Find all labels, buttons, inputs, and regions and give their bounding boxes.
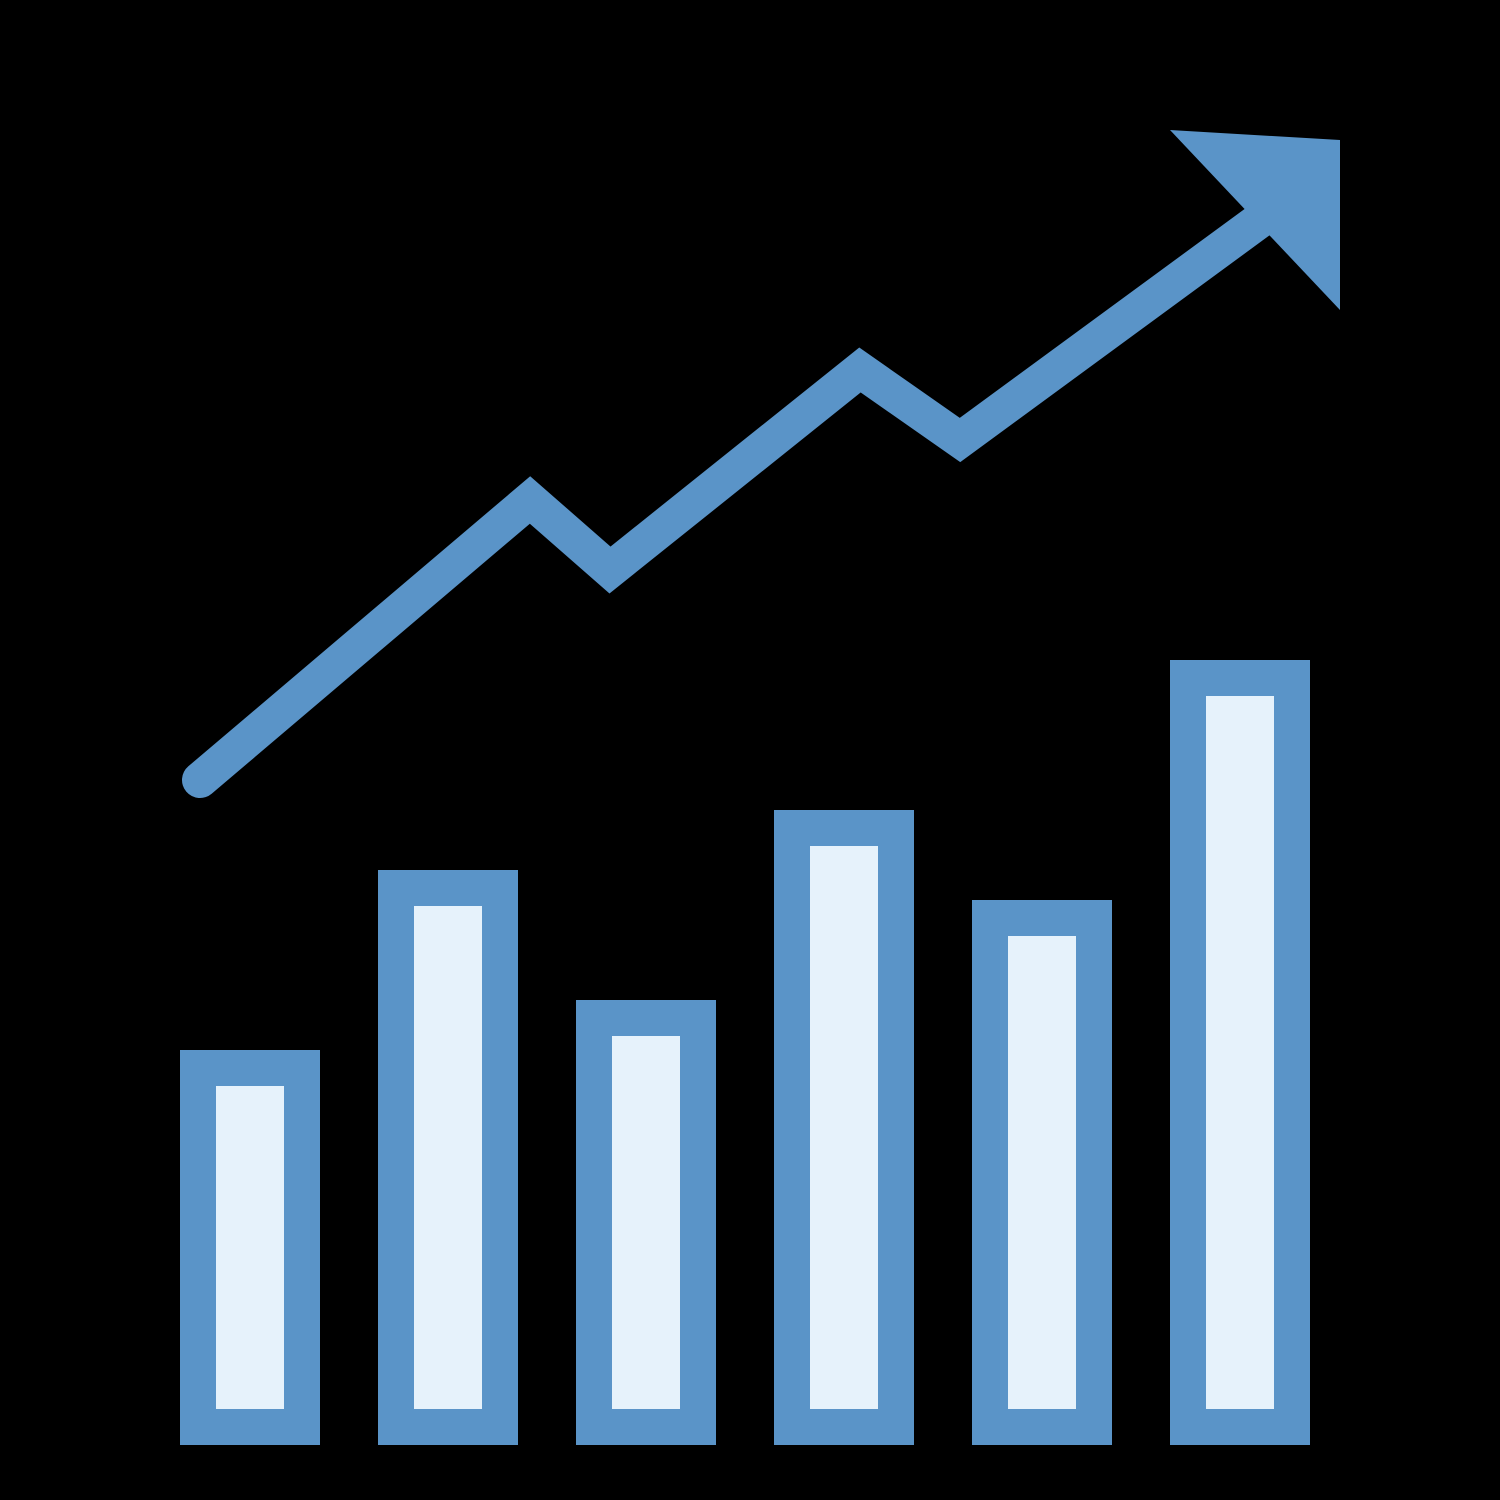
bar-5	[990, 918, 1094, 1427]
bar-4	[792, 828, 896, 1427]
trend-arrow-group	[200, 130, 1340, 780]
growth-chart-svg	[0, 0, 1500, 1500]
bars-group	[198, 678, 1292, 1427]
bar-6	[1188, 678, 1292, 1427]
bar-1	[198, 1068, 302, 1427]
growth-chart-icon	[0, 0, 1500, 1500]
bar-2	[396, 888, 500, 1427]
trend-line	[200, 220, 1260, 780]
bar-3	[594, 1018, 698, 1427]
